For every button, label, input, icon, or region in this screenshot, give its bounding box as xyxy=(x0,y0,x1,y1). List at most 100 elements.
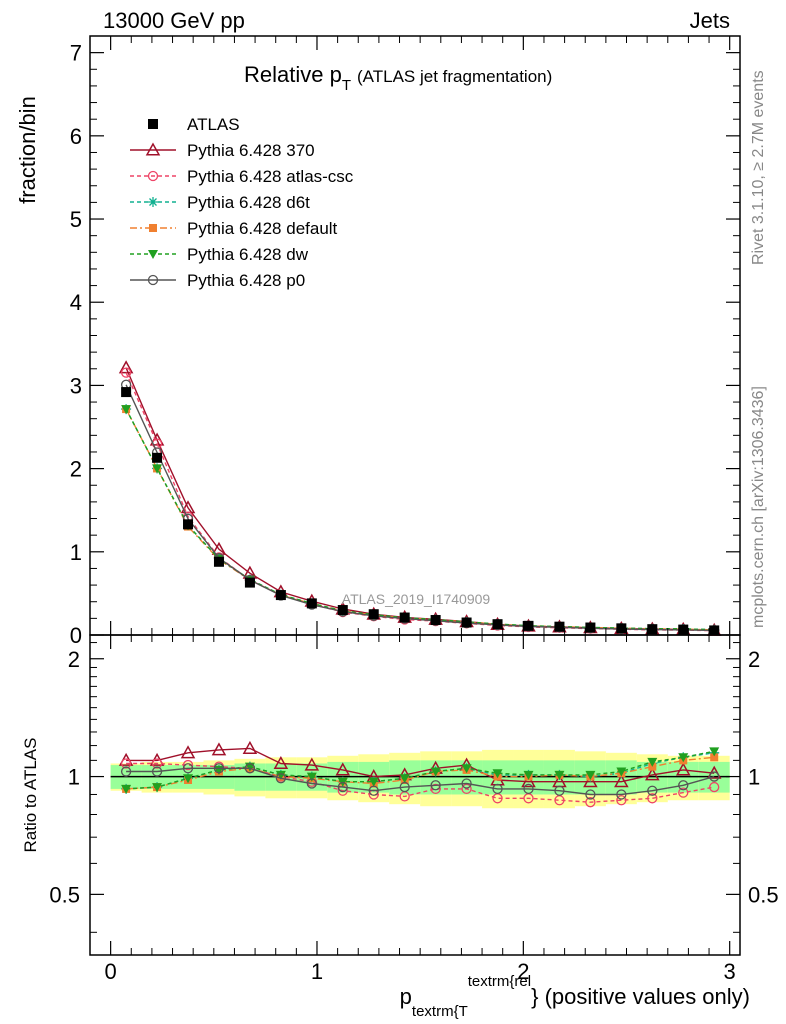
ratio-point-3 xyxy=(710,753,719,762)
y-tick-label: 0 xyxy=(70,623,82,648)
data-point xyxy=(152,452,163,463)
ratio-point-5 xyxy=(306,778,317,789)
ratio-point-4 xyxy=(492,769,503,779)
ratio-y-tick-label-right: 1 xyxy=(748,765,760,790)
ratio-point-0 xyxy=(583,774,598,788)
ratio-y-tick-label: 0.5 xyxy=(49,882,80,907)
ratio-point-5 xyxy=(554,785,565,796)
data-point xyxy=(523,620,534,631)
ratio-point-4 xyxy=(585,770,596,780)
ratio-point-0 xyxy=(521,774,536,788)
ratio-point-1 xyxy=(120,758,132,769)
ratio-point-5 xyxy=(430,780,441,791)
ratio-y-tick-label-right: 0.5 xyxy=(748,882,779,907)
ratio-point-4 xyxy=(616,767,627,777)
data-point xyxy=(709,625,720,636)
ratio-y-tick-label: 2 xyxy=(68,647,80,672)
data-point xyxy=(647,624,658,635)
ratio-point-5 xyxy=(151,766,163,777)
ratio-point-5 xyxy=(709,771,720,782)
legend-label: Pythia 6.428 atlas-csc xyxy=(187,167,354,186)
ratio-point-1 xyxy=(678,787,689,798)
ratio-point-5 xyxy=(585,789,596,800)
y-tick-label: 4 xyxy=(70,290,82,315)
ratio-point-1 xyxy=(647,793,658,804)
legend-marker xyxy=(148,119,158,129)
ratio-point-1 xyxy=(461,783,472,795)
ratio-point-0 xyxy=(675,762,691,776)
ratio-point-5 xyxy=(492,783,503,795)
legend-label: Pythia 6.428 370 xyxy=(187,141,315,160)
ratio-line-4 xyxy=(126,750,715,790)
ratio-point-5 xyxy=(523,783,534,795)
x-tick-label: 0 xyxy=(105,959,117,984)
series-point-4 xyxy=(152,464,163,474)
legend-label: Pythia 6.428 default xyxy=(187,219,338,238)
ratio-point-1 xyxy=(151,758,163,769)
legend-marker xyxy=(148,197,158,207)
ratio-point-0 xyxy=(242,740,258,754)
ratio-point-4 xyxy=(554,770,565,780)
legend-marker xyxy=(147,170,159,182)
ratio-line-5 xyxy=(126,767,715,796)
y-tick-label: 5 xyxy=(70,207,82,232)
ratio-point-4 xyxy=(461,764,472,774)
ratio-point-1 xyxy=(709,781,720,793)
series-point-0 xyxy=(118,360,134,374)
ratio-frame xyxy=(89,634,741,956)
side-label-rivet: Rivet 3.1.10, ≥ 2.7M events xyxy=(750,70,767,265)
data-point xyxy=(430,615,441,626)
ratio-point-4 xyxy=(709,747,720,757)
ratio-point-4 xyxy=(430,767,441,777)
data-point xyxy=(461,617,472,628)
ratio-point-0 xyxy=(273,755,289,770)
y-tick-label: 3 xyxy=(70,373,82,398)
ratio-panel: 0.5 0.51 12 20 1 2 3 xyxy=(49,36,779,984)
ratio-y-tick-label-right: 2 xyxy=(748,647,760,672)
y-tick-label: 1 xyxy=(70,540,82,565)
analysis-watermark: ATLAS_2019_I1740909 xyxy=(342,591,491,607)
ratio-point-5 xyxy=(337,781,348,793)
data-point xyxy=(399,612,410,623)
ratio-point-1 xyxy=(430,783,441,795)
ratio-point-5 xyxy=(647,785,658,796)
legend-label: ATLAS xyxy=(187,115,240,134)
ratio-point-5 xyxy=(399,781,410,793)
ratio-point-4 xyxy=(152,783,163,793)
ratio-point-5 xyxy=(461,778,472,789)
ratio-line-0 xyxy=(126,747,715,783)
main-panel: 0 1 2 3 4 5 6 7 xyxy=(70,35,741,648)
data-point xyxy=(616,623,627,634)
series-point-1 xyxy=(120,367,132,378)
ratio-line-1 xyxy=(126,762,715,803)
ratio-point-4 xyxy=(121,784,132,794)
data-point xyxy=(492,619,503,630)
ratio-point-1 xyxy=(616,795,627,806)
ratio-point-5 xyxy=(678,780,689,791)
data-point xyxy=(213,556,224,567)
ratio-point-4 xyxy=(183,774,194,784)
ratio-point-0 xyxy=(211,742,227,756)
data-point xyxy=(275,590,286,601)
ratio-point-1 xyxy=(368,789,379,800)
y-axis-label: fraction/bin xyxy=(15,96,40,204)
x-tick-label: 1 xyxy=(311,959,323,984)
ratio-point-1 xyxy=(585,797,596,808)
series-line-5 xyxy=(125,384,715,632)
legend-marker xyxy=(149,224,157,232)
ratio-point-0 xyxy=(335,762,351,776)
ratio-point-4 xyxy=(523,770,534,780)
ratio-point-4 xyxy=(368,777,379,787)
ratio-point-0 xyxy=(180,745,196,759)
ratio-point-0 xyxy=(614,774,629,788)
y-tick-label: 6 xyxy=(70,124,82,149)
ratio-point-0 xyxy=(645,767,660,781)
data-point xyxy=(244,577,255,588)
ratio-point-5 xyxy=(244,763,256,774)
ratio-point-0 xyxy=(304,757,320,771)
data-point xyxy=(585,622,596,633)
ratio-y-tick-label: 1 xyxy=(68,765,80,790)
data-point xyxy=(368,609,379,620)
ratio-point-5 xyxy=(616,789,627,800)
